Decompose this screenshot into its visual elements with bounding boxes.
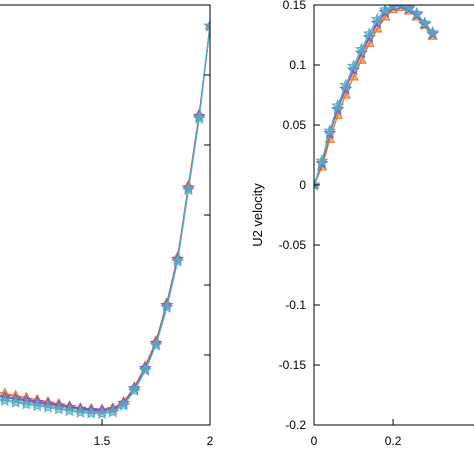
data-point: [160, 300, 174, 313]
x-tick-label: 2: [207, 434, 214, 448]
data-point: [117, 398, 131, 411]
x-tick-label: 0.2: [385, 434, 402, 448]
y-tick-label: 0.15: [283, 0, 307, 12]
y-tick-label: 0.05: [283, 118, 307, 132]
data-point: [0, 393, 12, 407]
series-line-3: [0, 25, 210, 415]
left-chart-panel: 1.5 2: [0, 4, 214, 448]
data-point: [331, 102, 345, 115]
data-point: [95, 406, 109, 420]
plot-frame: [313, 4, 474, 426]
data-point: [331, 98, 345, 112]
data-point: [41, 400, 55, 413]
x-tick-label: 0: [311, 434, 318, 448]
x-tick-label: 1.5: [94, 434, 111, 448]
data-point: [362, 26, 376, 40]
y-tick-label: 0: [299, 178, 306, 192]
series-line-1: [314, 6, 434, 186]
data-point: [426, 25, 440, 39]
series-1: [0, 19, 210, 413]
series-3: [314, 5, 440, 191]
y-tick-label: -0.05: [279, 238, 307, 252]
y-axis-title: U2 velocity: [250, 183, 265, 247]
y-tick-label: -0.1: [285, 298, 306, 312]
y-tick-label: -0.15: [279, 358, 307, 372]
data-point: [149, 338, 163, 351]
data-point: [354, 42, 368, 55]
data-point: [402, 5, 416, 13]
data-point: [347, 59, 361, 72]
y-tick-label: -0.2: [285, 418, 306, 432]
plot-frame: [0, 4, 211, 426]
data-point: [9, 395, 23, 408]
data-point: [418, 16, 432, 29]
series-3: [0, 19, 210, 420]
data-point: [127, 383, 141, 397]
data-point: [52, 402, 66, 415]
data-point: [396, 5, 405, 10]
data-point: [314, 178, 321, 191]
series-2: [314, 5, 440, 191]
data-point: [370, 12, 384, 25]
data-point: [323, 124, 337, 137]
right-chart-panel: 0 0.2 0.15 0.1 0.05 0 -0.05 -0.1 -0.15 -0.2 U2 vel…: [250, 0, 474, 448]
data-point: [192, 111, 206, 124]
data-point: [73, 405, 87, 418]
data-point: [339, 78, 353, 91]
data-point: [19, 397, 33, 410]
data-point: [171, 254, 185, 267]
series-line-3: [314, 5, 434, 186]
data-point: [138, 363, 152, 376]
data-point: [315, 154, 329, 167]
series-line-2: [0, 25, 210, 412]
data-point: [378, 5, 392, 16]
data-point: [63, 403, 77, 417]
data-point: [84, 406, 98, 419]
y-tick-label: 0.1: [289, 58, 306, 72]
series-line-1: [0, 25, 210, 411]
data-point: [203, 19, 210, 32]
data-point: [181, 182, 195, 196]
data-point: [30, 398, 44, 412]
data-point: [389, 5, 398, 11]
data-point: [410, 6, 424, 19]
data-point: [106, 405, 120, 418]
